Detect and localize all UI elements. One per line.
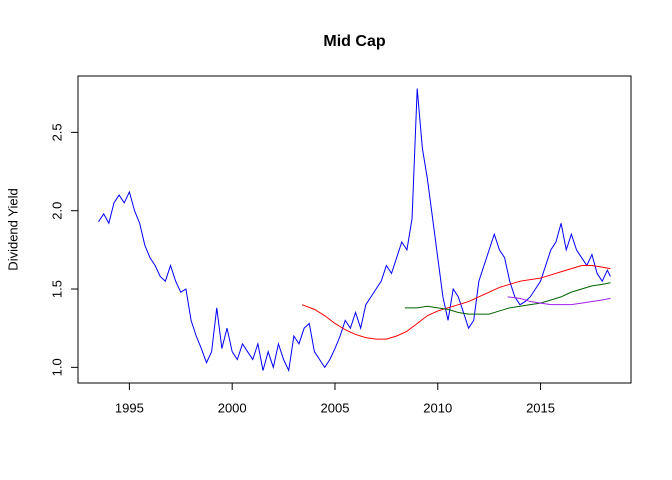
- y-tick-label: 2.5: [49, 123, 64, 141]
- y-tick-label: 1.5: [49, 280, 64, 298]
- chart-title: Mid Cap: [323, 33, 385, 50]
- plot-frame: [77, 75, 632, 384]
- x-tick-label: 2000: [218, 400, 247, 415]
- y-tick-label: 2.0: [49, 202, 64, 220]
- x-tick-label: 2005: [321, 400, 350, 415]
- x-tick-label: 1995: [115, 400, 144, 415]
- series-line: [98, 88, 611, 373]
- x-tick-label: 2015: [526, 400, 555, 415]
- y-axis-label: Dividend Yield: [5, 188, 20, 270]
- series-line: [404, 282, 611, 315]
- y-tick-label: 1.0: [49, 358, 64, 376]
- series-line: [301, 265, 611, 340]
- series-line: [507, 296, 611, 306]
- x-tick-label: 2010: [423, 400, 452, 415]
